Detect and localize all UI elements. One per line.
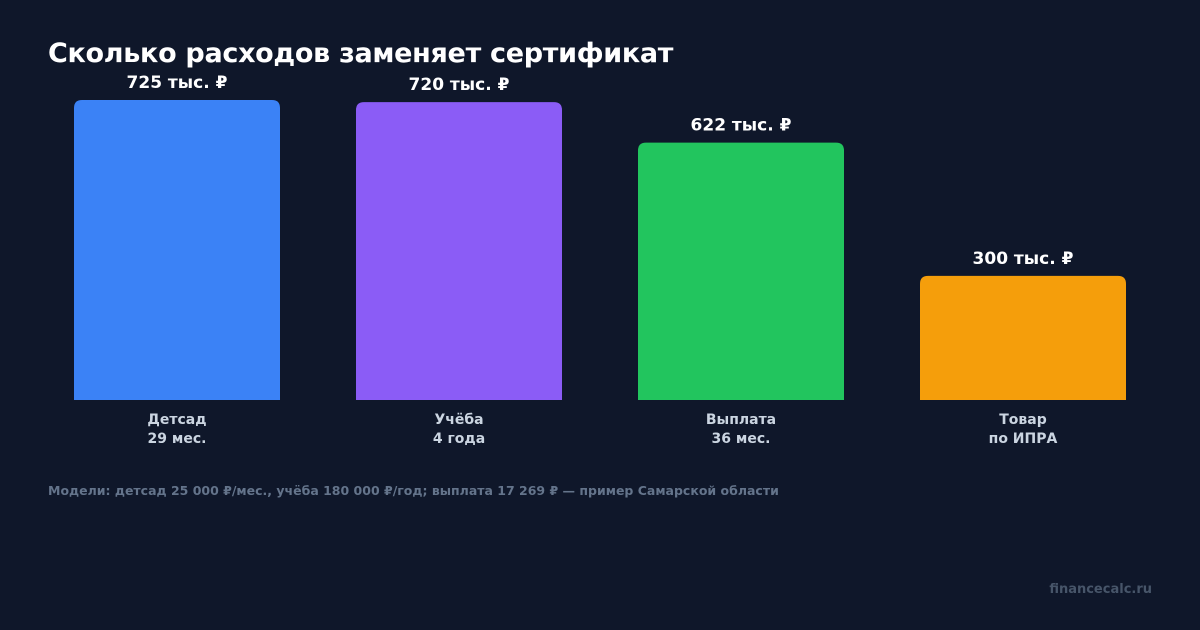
bar-chart: 725 тыс. ₽ Детсад 29 мес. 720 тыс. ₽ Учёба 4 … bbox=[74, 73, 1126, 447]
footnote: Модели: детсад 25 000 ₽/мес., учёба 180 … bbox=[48, 483, 779, 498]
category-label: по ИПРА bbox=[989, 431, 1058, 447]
bar-value-label: 300 тыс. ₽ bbox=[973, 249, 1074, 269]
category-label: Товар bbox=[999, 412, 1047, 428]
bar-value-label: 725 тыс. ₽ bbox=[127, 73, 228, 93]
category-label: Учёба bbox=[434, 412, 483, 428]
bar bbox=[356, 102, 562, 400]
category-label: 29 мес. bbox=[148, 431, 207, 447]
category-label: Выплата bbox=[706, 412, 776, 428]
category-label: 36 мес. bbox=[712, 431, 771, 447]
category-label: Детсад bbox=[147, 412, 206, 428]
bar-value-label: 720 тыс. ₽ bbox=[409, 75, 510, 95]
chart-title: Сколько расходов заменяет сертификат bbox=[48, 38, 674, 69]
bar-value-label: 622 тыс. ₽ bbox=[691, 116, 792, 136]
bar bbox=[920, 275, 1126, 400]
category-label: 4 года bbox=[433, 431, 485, 447]
brand-watermark: financecalc.ru bbox=[1049, 582, 1152, 597]
bar bbox=[74, 100, 280, 400]
bar bbox=[638, 142, 844, 400]
